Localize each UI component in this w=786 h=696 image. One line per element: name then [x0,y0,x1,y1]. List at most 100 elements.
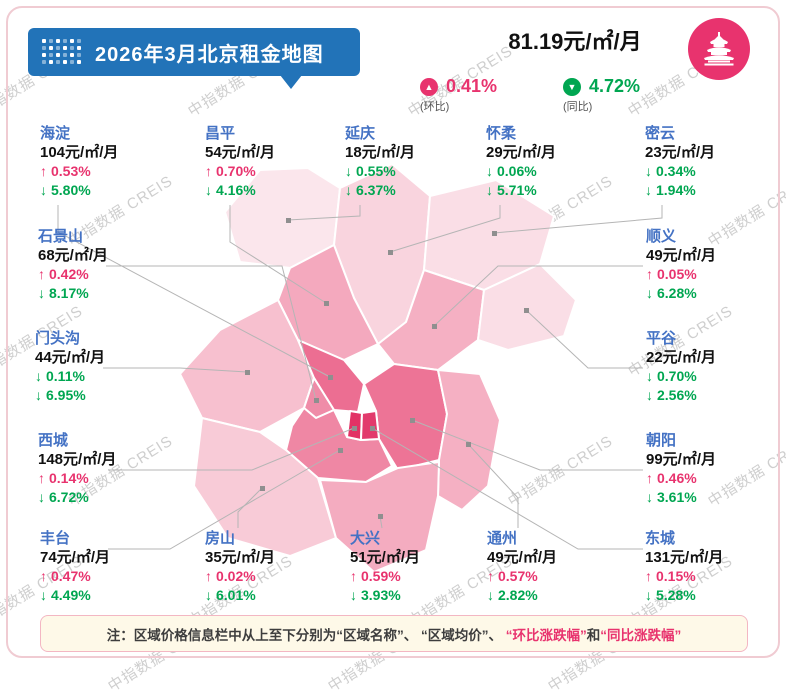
district-name: 顺义 [646,228,677,245]
district-yoy-change: ↓ 4.49% [40,586,172,605]
pct-value: 6.01% [216,587,256,603]
district-avg-price: 51元/㎡/月 [350,549,421,566]
down-arrow-icon: ↓ [345,182,352,198]
district-mom-change: ↑ 0.14% [38,469,170,488]
district-name: 石景山 [38,228,84,245]
pct-value: 5.71% [497,182,537,198]
up-arrow-icon: ↑ [646,470,653,486]
pct-value: 4.16% [216,182,256,198]
pct-value: 0.55% [356,163,396,179]
pct-value: 0.53% [51,163,91,179]
district-name: 怀柔 [486,125,517,142]
district-block-dongcheng: 东城 131元/㎡/月 ↑ 0.15% ↓ 5.28% [645,529,777,605]
pct-value: 0.46% [657,470,697,486]
footer-note: 注：区域价格信息栏中从上至下分别为“区域名称”、 “区域均价”、 “环比涨跌幅”… [40,615,748,652]
pct-value: 0.70% [216,163,256,179]
district-avg-price: 99元/㎡/月 [646,451,717,468]
up-arrow-icon: ↑ [38,266,45,282]
pct-value: 6.37% [356,182,396,198]
note-prefix: 注：区域价格信息栏中从上至下分别为“区域名称”、 “区域均价”、 [106,627,506,643]
district-yoy-change: ↓ 1.94% [645,181,777,200]
district-yoy-change: ↓ 2.56% [646,386,778,405]
pct-value: 1.94% [656,182,696,198]
district-mom-change: ↓ 0.34% [645,162,777,181]
down-arrow-icon: ↓ [38,285,45,301]
down-arrow-icon: ↓ [645,182,652,198]
district-mom-change: ↑ 0.15% [645,567,777,586]
district-mom-change: ↓ 0.70% [646,367,778,386]
pct-value: 0.34% [656,163,696,179]
down-arrow-icon: ↓ [646,285,653,301]
district-avg-price: 131元/㎡/月 [645,549,724,566]
district-block-haidian: 海淀 104元/㎡/月 ↑ 0.53% ↓ 5.80% [40,124,172,200]
mom-value: 0.41% [446,76,498,96]
down-arrow-icon: ↓ [35,387,42,403]
district-avg-price: 104元/㎡/月 [40,144,119,161]
district-block-mentougou: 门头沟 44元/㎡/月 ↓ 0.11% ↓ 6.95% [35,329,167,405]
pct-value: 6.28% [657,285,697,301]
district-avg-price: 74元/㎡/月 [40,549,111,566]
district-name: 丰台 [40,530,71,547]
district-block-tongzhou: 通州 49元/㎡/月 ↑ 0.57% ↓ 2.82% [487,529,619,605]
district-name: 门头沟 [35,330,81,347]
district-name: 房山 [205,530,236,547]
district-yoy-change: ↓ 5.28% [645,586,777,605]
district-mom-change: ↑ 0.57% [487,567,619,586]
note-mom-term: “环比涨跌幅” [505,627,587,643]
banner-tail [280,75,302,89]
up-triangle-icon: ▲ [420,77,438,96]
district-yoy-change: ↓ 8.17% [38,284,170,303]
down-arrow-icon: ↓ [205,587,212,603]
down-arrow-icon: ↓ [486,163,493,179]
district-avg-price: 68元/㎡/月 [38,247,109,264]
district-yoy-change: ↓ 5.80% [40,181,172,200]
map-district-xicheng [346,410,363,441]
yoy-label: (同比) [563,101,593,113]
district-name: 大兴 [350,530,381,547]
district-yoy-change: ↓ 2.82% [487,586,619,605]
up-arrow-icon: ↑ [40,163,47,179]
district-mom-change: ↓ 0.06% [486,162,618,181]
down-arrow-icon: ↓ [345,163,352,179]
district-avg-price: 54元/㎡/月 [205,144,276,161]
pct-value: 0.57% [498,568,538,584]
district-name: 东城 [645,530,676,547]
district-yoy-change: ↓ 5.71% [486,181,618,200]
district-name: 通州 [487,530,518,547]
district-yoy-change: ↓ 3.93% [350,586,482,605]
district-name: 延庆 [345,125,376,142]
page-title: 2026年3月北京租金地图 [95,43,324,66]
down-triangle-icon: ▼ [563,77,581,96]
up-arrow-icon: ↑ [487,568,494,584]
district-yoy-change: ↓ 6.37% [345,181,477,200]
district-yoy-change: ↓ 6.72% [38,488,170,507]
pct-value: 0.15% [656,568,696,584]
district-yoy-change: ↓ 3.61% [646,488,778,507]
map-district-dongcheng [360,410,380,441]
down-arrow-icon: ↓ [350,587,357,603]
district-name: 昌平 [205,125,236,142]
down-arrow-icon: ↓ [40,587,47,603]
creis-logo [688,18,750,80]
district-name: 西城 [38,432,69,449]
district-avg-price: 49元/㎡/月 [646,247,717,264]
up-arrow-icon: ↑ [38,470,45,486]
district-mom-change: ↑ 0.53% [40,162,172,181]
down-arrow-icon: ↓ [646,368,653,384]
pct-value: 0.11% [46,368,85,384]
up-arrow-icon: ↑ [646,266,653,282]
down-arrow-icon: ↓ [645,587,652,603]
down-arrow-icon: ↓ [645,163,652,179]
pct-value: 0.59% [361,568,401,584]
district-avg-price: 23元/㎡/月 [645,144,716,161]
up-arrow-icon: ↑ [205,163,212,179]
pct-value: 0.02% [216,568,256,584]
note-yoy-term: “同比涨跌幅” [600,627,682,643]
pct-value: 0.05% [657,266,697,282]
down-arrow-icon: ↓ [205,182,212,198]
down-arrow-icon: ↓ [35,368,42,384]
up-arrow-icon: ↑ [40,568,47,584]
mom-indicator: ▲ 0.41% (环比) [420,76,498,113]
down-arrow-icon: ↓ [646,489,653,505]
dot-matrix-icon [42,38,83,66]
